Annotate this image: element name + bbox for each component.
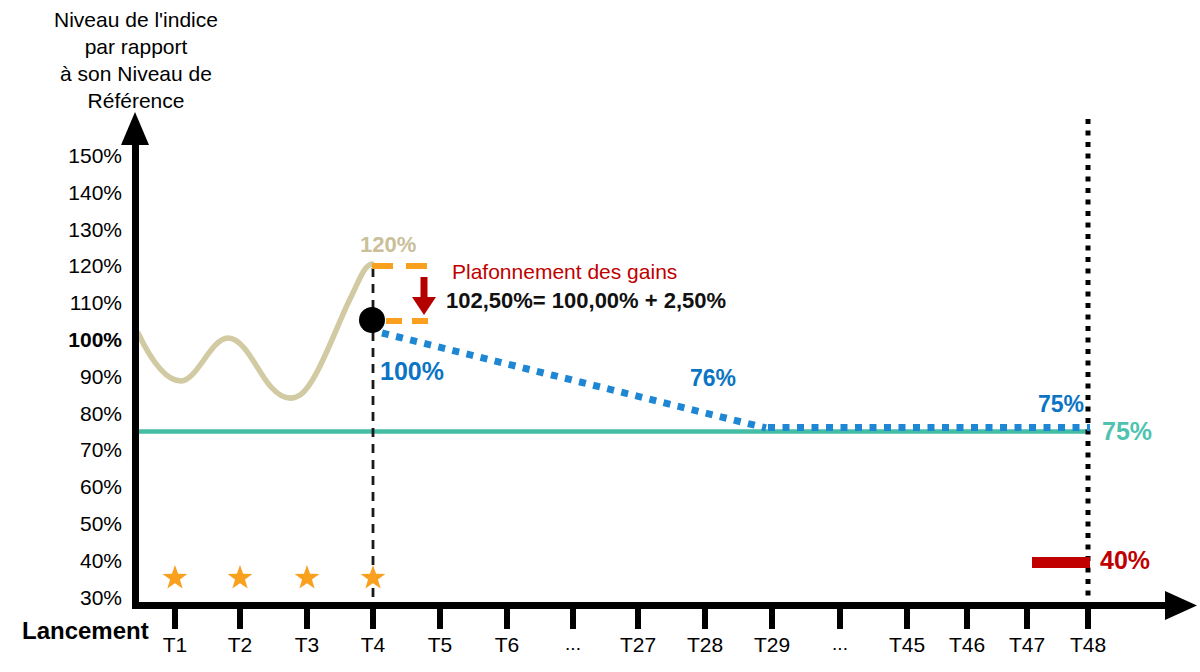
x-tick-t48: T48 <box>1053 633 1123 657</box>
x-tick-ellipsis-2: ... <box>805 633 875 655</box>
x-tick-t27: T27 <box>603 633 673 657</box>
x-axis-arrowhead-icon <box>1165 591 1197 620</box>
x-tick-t6: T6 <box>472 633 542 657</box>
payoff-chart: Niveau de l'indice par rapport à son Niv… <box>0 0 1200 672</box>
star-icon <box>295 565 320 589</box>
y-tick-100: 100% <box>28 327 122 353</box>
axis-title-line: par rapport <box>18 33 254 60</box>
x-tick-t1: T1 <box>140 633 210 657</box>
y-tick-140: 140% <box>28 180 122 206</box>
y-tick-120: 120% <box>28 253 122 279</box>
x-tick-t4: T4 <box>338 633 408 657</box>
cap-arrow-icon <box>412 277 436 315</box>
x-axis <box>132 591 1197 620</box>
y-tick-40: 40% <box>28 548 122 574</box>
y-tick-60: 60% <box>28 474 122 500</box>
x-tick-t47: T47 <box>992 633 1062 657</box>
observation-stars <box>163 565 386 589</box>
axis-title-line: à son Niveau de <box>18 60 254 87</box>
y-tick-80: 80% <box>28 401 122 427</box>
star-icon <box>228 565 253 589</box>
y-tick-50: 50% <box>28 511 122 537</box>
barrier-level-label: 40% <box>1100 546 1150 575</box>
star-icon <box>163 565 188 589</box>
floor-level-label: 75% <box>1102 417 1152 446</box>
x-tick-t28: T28 <box>670 633 740 657</box>
y-tick-90: 90% <box>28 364 122 390</box>
y-tick-110: 110% <box>28 290 122 316</box>
capped-point-dot <box>359 307 385 333</box>
x-tick-t5: T5 <box>405 633 475 657</box>
axis-title-line: Niveau de l'indice <box>18 6 254 33</box>
index-curve <box>138 264 372 398</box>
axis-title-line: Référence <box>18 87 254 114</box>
star-icon <box>361 565 386 589</box>
y-tick-30: 30% <box>28 585 122 611</box>
mid-level-label: 76% <box>690 365 736 392</box>
end-level-label: 75% <box>1026 391 1084 418</box>
x-tick-t29: T29 <box>737 633 807 657</box>
y-tick-70: 70% <box>28 437 122 463</box>
y-tick-150: 150% <box>28 143 122 169</box>
y-axis-arrowhead-icon <box>121 112 149 145</box>
x-tick-t2: T2 <box>205 633 275 657</box>
x-tick-t3: T3 <box>272 633 342 657</box>
cap-level-label: 120% <box>360 232 416 258</box>
cap-title-label: Plafonnement des gains <box>452 260 677 284</box>
x-tick-ellipsis-1: ... <box>538 633 608 655</box>
x-origin-label: Lancement <box>22 617 149 645</box>
axis-title: Niveau de l'indice par rapport à son Niv… <box>18 6 254 114</box>
start-level-label: 100% <box>380 357 444 386</box>
y-tick-130: 130% <box>28 217 122 243</box>
cap-formula-label: 102,50%= 100,00% + 2,50% <box>446 288 726 314</box>
y-axis <box>121 112 149 608</box>
